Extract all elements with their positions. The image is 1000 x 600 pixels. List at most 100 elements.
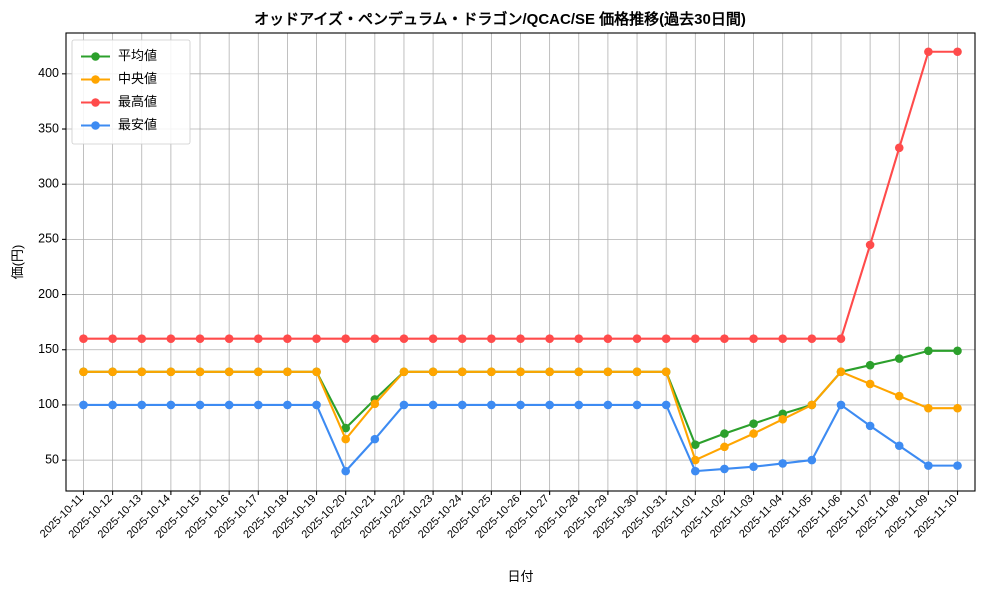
data-point xyxy=(108,334,117,344)
y-axis-title: 価(円) xyxy=(10,245,25,280)
data-point xyxy=(545,367,554,377)
legend-item-最安値[interactable]: 最安値 xyxy=(81,117,157,132)
data-point xyxy=(253,367,263,377)
data-point xyxy=(108,400,117,410)
data-point xyxy=(953,346,962,356)
data-point xyxy=(341,423,350,433)
data-point xyxy=(370,399,380,409)
data-point xyxy=(195,400,205,410)
data-point xyxy=(399,400,409,410)
data-point xyxy=(661,367,671,377)
data-point xyxy=(836,334,846,344)
data-point xyxy=(428,400,438,410)
data-point xyxy=(691,334,700,344)
data-point xyxy=(749,462,758,472)
data-point xyxy=(137,334,147,344)
data-point xyxy=(137,367,147,377)
data-point xyxy=(341,466,350,476)
data-point xyxy=(79,334,88,344)
data-point xyxy=(457,367,467,377)
data-point xyxy=(894,391,904,401)
data-point xyxy=(516,400,525,410)
data-point xyxy=(224,334,234,344)
data-point xyxy=(312,367,321,377)
data-point xyxy=(778,459,788,468)
data-point xyxy=(691,440,700,449)
data-point xyxy=(79,367,88,377)
legend-label: 最高値 xyxy=(118,94,157,109)
data-point xyxy=(224,400,234,410)
data-point xyxy=(603,400,613,410)
y-tick-label: 350 xyxy=(38,121,59,135)
y-tick-label: 150 xyxy=(38,342,59,356)
data-point xyxy=(312,334,321,344)
data-point xyxy=(953,47,962,57)
data-point xyxy=(283,334,292,344)
data-point xyxy=(487,400,496,410)
legend-label: 中央値 xyxy=(118,71,157,86)
legend-label: 平均値 xyxy=(118,48,157,63)
data-point xyxy=(574,334,584,344)
data-point xyxy=(749,429,758,438)
data-point xyxy=(545,400,554,410)
legend-item-最高値[interactable]: 最高値 xyxy=(81,94,157,109)
data-point xyxy=(487,367,496,377)
x-axis-title: 日付 xyxy=(507,569,533,584)
data-point xyxy=(865,421,875,431)
data-point xyxy=(166,334,176,344)
series-最高値 xyxy=(79,47,962,344)
data-point xyxy=(428,334,438,344)
data-point xyxy=(691,455,700,465)
data-point xyxy=(632,400,642,410)
data-point xyxy=(108,367,117,377)
data-point xyxy=(894,441,904,451)
data-point xyxy=(807,334,817,344)
data-point xyxy=(516,367,525,377)
data-point xyxy=(341,434,350,444)
data-point xyxy=(283,367,292,377)
data-point xyxy=(516,334,525,344)
axis-tick-marks xyxy=(62,73,959,495)
data-point xyxy=(749,419,758,428)
data-point xyxy=(865,379,875,389)
data-point xyxy=(457,334,467,344)
data-point xyxy=(574,367,584,377)
data-point xyxy=(195,367,205,377)
chart-title: オッドアイズ・ペンデュラム・ドラゴン/QCAC/SE 価格推移(過去30日間) xyxy=(254,11,746,28)
data-point xyxy=(224,367,234,377)
data-point xyxy=(836,400,846,410)
data-point xyxy=(720,429,729,438)
legend-marker-swatch xyxy=(91,121,100,130)
data-point xyxy=(720,334,729,344)
data-point xyxy=(341,334,350,344)
data-point xyxy=(370,434,380,444)
legend-item-平均値[interactable]: 平均値 xyxy=(81,48,157,63)
legend-item-中央値[interactable]: 中央値 xyxy=(81,71,157,86)
data-point xyxy=(865,360,875,370)
data-point xyxy=(603,334,613,344)
data-point xyxy=(865,240,875,250)
data-point xyxy=(894,143,904,153)
series-最安値 xyxy=(79,400,962,476)
grid-lines xyxy=(66,33,975,491)
data-point xyxy=(924,403,933,413)
data-point xyxy=(399,334,409,344)
y-tick-label: 50 xyxy=(45,452,59,466)
y-tick-label: 300 xyxy=(38,176,59,190)
axis-titles: 日付 価(円) xyxy=(10,245,534,584)
data-point xyxy=(720,442,729,452)
legend-marker-swatch xyxy=(91,52,100,61)
legend-label: 最安値 xyxy=(118,117,157,132)
data-point xyxy=(574,400,584,410)
data-point xyxy=(545,334,554,344)
data-point xyxy=(720,464,729,474)
data-point xyxy=(166,367,176,377)
data-point xyxy=(79,400,88,410)
data-point xyxy=(924,346,933,356)
y-tick-label: 100 xyxy=(38,397,59,411)
data-point xyxy=(428,367,438,377)
data-point xyxy=(166,400,176,410)
